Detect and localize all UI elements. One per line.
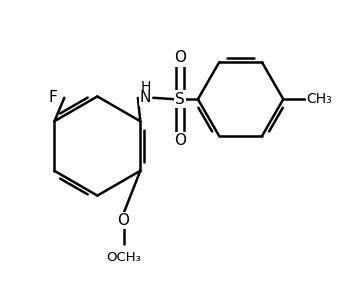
Text: CH₃: CH₃	[307, 92, 332, 106]
Text: F: F	[48, 90, 57, 105]
Text: OCH₃: OCH₃	[106, 251, 141, 264]
Text: O: O	[174, 133, 186, 148]
Text: N: N	[140, 90, 151, 105]
Text: O: O	[117, 213, 130, 228]
Text: H: H	[140, 80, 151, 94]
Text: O: O	[174, 50, 186, 65]
Text: S: S	[175, 92, 185, 107]
